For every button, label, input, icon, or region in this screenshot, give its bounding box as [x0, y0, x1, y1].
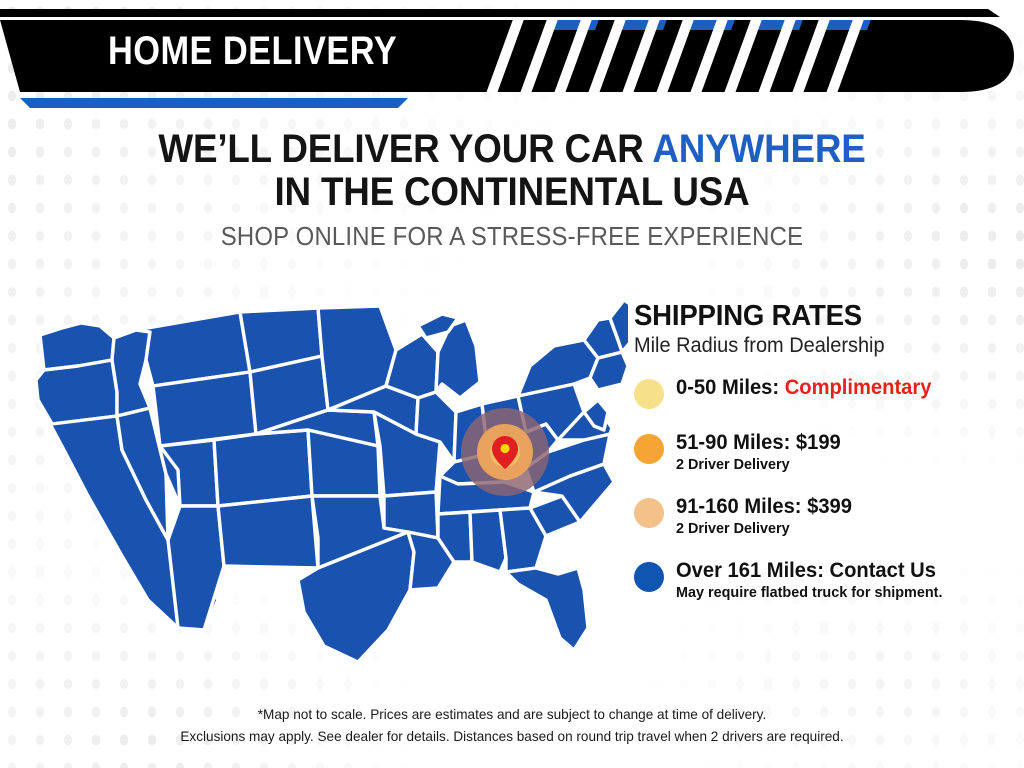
rate-price-0-50: Complimentary: [784, 376, 932, 399]
rate-price-51-90: $199: [795, 431, 841, 454]
headline-block: WE’LL DELIVER YOUR CAR ANYWHERE IN THE C…: [0, 127, 1024, 252]
header-blue-underbar: [20, 98, 408, 108]
headline-line-1: WE’LL DELIVER YOUR CAR ANYWHERE: [41, 127, 983, 171]
header-banner: HOME DELIVERY: [0, 0, 1024, 112]
headline-subtitle: SHOP ONLINE FOR A STRESS-FREE EXPERIENCE: [220, 221, 804, 252]
rates-title: SHIPPING RATES: [634, 300, 862, 332]
disclaimer-line-2: Exclusions may apply. See dealer for det…: [180, 727, 844, 744]
headline-line-2: IN THE CONTINENTAL USA: [274, 170, 750, 215]
header-title: HOME DELIVERY: [108, 29, 398, 73]
header-banner-graphic: [0, 9, 1014, 108]
rate-note-51-90: 2 Driver Delivery: [676, 456, 790, 474]
headline-accent-anywhere: ANYWHERE: [652, 127, 866, 171]
rate-row: Over 161 Miles: Contact Us May require f…: [634, 559, 1014, 601]
rate-range-over-161: Over 161 Miles:: [676, 559, 830, 583]
rate-row: 91-160 Miles: $399 2 Driver Delivery: [634, 495, 1014, 537]
disclaimer-line-1: *Map not to scale. Prices are estimates …: [257, 706, 767, 722]
rate-dot-51-90: [634, 434, 664, 464]
rate-dot-0-50: [634, 379, 664, 409]
rate-row: 0-50 Miles: Complimentary: [634, 376, 1014, 409]
headline-line1-prefix: WE’LL DELIVER YOUR CAR: [158, 127, 653, 171]
rate-price-91-160: $399: [807, 495, 852, 519]
map-pin-icon: [492, 436, 518, 469]
header-diagonal-slashes: [483, 20, 866, 92]
usa-map: [18, 298, 638, 690]
rate-label-0-50: 0-50 Miles: Complimentary: [676, 376, 931, 400]
rate-label-91-160: 91-160 Miles: $399: [676, 495, 852, 519]
rate-price-over-161: Contact Us: [829, 559, 936, 583]
rate-range-51-90: 51-90 Miles:: [676, 431, 796, 454]
rates-subtitle: Mile Radius from Dealership: [634, 334, 885, 357]
rate-dot-over-161: [634, 562, 664, 593]
rate-note-91-160: 2 Driver Delivery: [676, 520, 790, 538]
rate-range-0-50: 0-50 Miles:: [676, 376, 785, 399]
rate-label-over-161: Over 161 Miles: Contact Us: [676, 559, 942, 583]
disclaimer: *Map not to scale. Prices are estimates …: [15, 704, 1008, 747]
usa-states-group: [34, 298, 638, 664]
rate-range-91-160: 91-160 Miles:: [676, 495, 808, 519]
rate-row: 51-90 Miles: $199 2 Driver Delivery: [634, 431, 1014, 473]
shipping-rates-panel: SHIPPING RATES Mile Radius from Dealersh…: [634, 300, 1014, 601]
rate-label-51-90: 51-90 Miles: $199: [676, 431, 841, 455]
header-black-banner: [0, 20, 1014, 92]
rate-dot-91-160: [634, 498, 664, 529]
usa-map-graphic: [34, 298, 638, 664]
rate-note-over-161: May require flatbed truck for shipment.: [676, 584, 943, 602]
header-top-strip: [0, 9, 1000, 17]
